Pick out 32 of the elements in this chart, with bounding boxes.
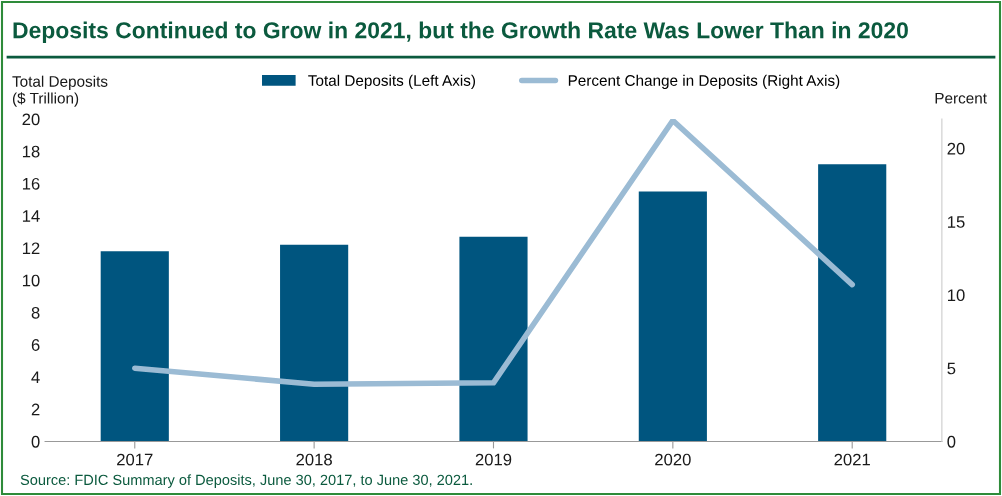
source-note: Source: FDIC Summary of Deposits, June 30, 2017, to June 30, 2021. [20,474,472,488]
y-tick-label: 8 [31,306,40,319]
x-tick-label: 2017 [117,453,153,466]
y-tick-label: 4 [31,371,40,383]
y-tick-label: 10 [22,274,40,287]
x-tick-label: 2018 [296,453,332,466]
bar [280,244,349,442]
y-axis-title: Total Deposits ($ Trillion) [12,75,108,107]
y2-tick-label: 20 [947,142,965,155]
y2-tick-label: 0 [947,435,956,448]
bar [100,251,169,442]
x-tick-label: 2020 [655,453,691,466]
y-tick-label: 12 [22,242,40,255]
x-tick-label: 2021 [834,453,870,466]
y2-tick-label: 10 [948,289,965,302]
y-tick-label: 20 [22,113,40,126]
y2-tick-label: 15 [948,216,965,228]
bar [818,164,887,442]
x-tick-label: 2019 [475,453,512,466]
legend-label: Total Deposits (Left Axis) [308,74,476,89]
y-tick-label: 0 [31,435,40,448]
y-tick-label: 16 [22,177,40,190]
y-tick-label: 2 [31,403,40,416]
y2-tick-label: 5 [947,362,956,375]
bar [459,236,528,442]
chart-title: Deposits Continued to Grow in 2021, but the Growth Rate Was Lower Than in 2020 [13,21,908,43]
y-tick-label: 6 [31,339,40,351]
y-tick-label: 18 [22,145,40,158]
bar [638,191,707,442]
y2-axis-title: Percent [935,92,987,104]
legend-label: Percent Change in Deposits (Right Axis) [568,74,840,89]
y-tick-label: 14 [22,210,40,222]
